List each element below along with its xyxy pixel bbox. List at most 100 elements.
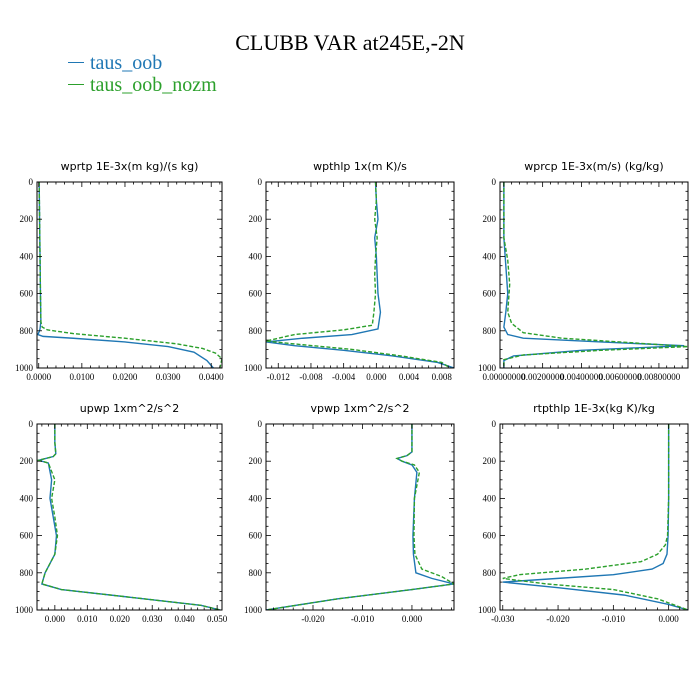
y-tick-label: 200 [20, 214, 34, 224]
subplot-title: upwp 1xm^2/s^2 [80, 402, 180, 415]
legend-label: taus_oob [90, 52, 163, 74]
x-tick-label: 0.020 [110, 614, 131, 624]
y-tick-label: 0 [492, 177, 497, 187]
y-tick-label: 200 [483, 456, 497, 466]
legend-line [68, 83, 84, 85]
legend-entry-taus-oob-nozm: taus_oob_nozm [68, 74, 217, 96]
series-line-taus-oob-nozm [266, 424, 454, 610]
series-line-taus-oob-nozm [38, 182, 222, 368]
y-tick-label: 800 [483, 326, 497, 336]
series-line-taus-oob-nozm [502, 424, 688, 610]
y-tick-label: 200 [249, 456, 263, 466]
subplot-title: wpthlp 1x(m K)/s [313, 160, 407, 173]
y-tick-label: 400 [249, 251, 263, 261]
series-line-taus-oob-nozm [37, 424, 221, 610]
y-tick-label: 600 [20, 531, 34, 541]
legend-line [68, 61, 84, 63]
y-tick-label: 1000 [478, 363, 497, 373]
subplot-title: rtpthlp 1E-3x(kg K)/kg [533, 402, 655, 415]
y-tick-label: 600 [249, 289, 263, 299]
legend-label: taus_oob_nozm [90, 74, 217, 96]
plot-frame [36, 181, 223, 369]
legend-entry-taus-oob: taus_oob [68, 52, 162, 74]
x-tick-label: 0.00200000 [521, 372, 564, 382]
plot-frame [265, 423, 455, 611]
x-tick-label: 0.000 [366, 372, 387, 382]
subplot-title: wprcp 1E-3x(m/s) (kg/kg) [524, 160, 663, 173]
x-tick-label: 0.050 [207, 614, 228, 624]
x-tick-label: -0.030 [491, 614, 515, 624]
x-tick-label: 0.0300 [156, 372, 181, 382]
x-tick-label: 0.008 [432, 372, 453, 382]
x-tick-label: 0.00800000 [638, 372, 681, 382]
x-tick-label: 0.000 [402, 614, 423, 624]
y-tick-label: 1000 [15, 605, 34, 615]
y-tick-label: 800 [249, 326, 263, 336]
series-line-taus-oob [266, 182, 454, 368]
y-tick-label: 1000 [244, 605, 263, 615]
y-tick-label: 600 [20, 289, 34, 299]
subplot-title: vpwp 1xm^2/s^2 [310, 402, 409, 415]
y-tick-label: 400 [20, 493, 34, 503]
x-tick-label: 0.000 [45, 614, 66, 624]
y-tick-label: 800 [249, 568, 263, 578]
y-tick-label: 1000 [15, 363, 34, 373]
x-tick-label: 0.010 [77, 614, 98, 624]
x-tick-label: -0.008 [299, 372, 323, 382]
x-tick-label: -0.010 [602, 614, 626, 624]
x-tick-label: 0.0000 [26, 372, 51, 382]
x-tick-label: -0.004 [332, 372, 356, 382]
y-tick-label: 200 [249, 214, 263, 224]
plot-frame [265, 181, 455, 369]
y-tick-label: 200 [483, 214, 497, 224]
y-tick-label: 1000 [244, 363, 263, 373]
series-line-taus-oob [266, 424, 454, 610]
x-tick-label: -0.010 [351, 614, 375, 624]
y-tick-label: 400 [483, 493, 497, 503]
subplot-title: wprtp 1E-3x(m kg)/(s kg) [61, 160, 199, 173]
x-tick-label: 0.00000000 [483, 372, 526, 382]
y-tick-label: 600 [483, 289, 497, 299]
y-tick-label: 400 [20, 251, 34, 261]
y-tick-label: 200 [20, 456, 34, 466]
x-tick-label: 0.00600000 [599, 372, 642, 382]
page-title: CLUBB VAR at245E,-2N [235, 30, 465, 55]
x-tick-label: 0.000 [659, 614, 680, 624]
y-tick-label: 400 [249, 493, 263, 503]
plot-frame [36, 423, 223, 611]
x-tick-label: 0.040 [175, 614, 196, 624]
x-tick-label: 0.00400000 [560, 372, 603, 382]
plot-frame [499, 423, 689, 611]
y-tick-label: 1000 [478, 605, 497, 615]
x-tick-label: -0.020 [546, 614, 570, 624]
y-tick-label: 600 [483, 531, 497, 541]
subplot-1: wprtp 1E-3x(m kg)/(s kg) 0 200 400 600 800 100… [15, 160, 224, 382]
x-tick-label: -0.012 [267, 372, 290, 382]
series-line-taus-oob [37, 182, 214, 368]
subplot-3: wprcp 1E-3x(m/s) (kg/kg) 0 200 400 600 800 100… [478, 160, 689, 382]
y-tick-label: 800 [483, 568, 497, 578]
subplot-6: rtpthlp 1E-3x(kg K)/kg02004006008001000-… [478, 402, 689, 624]
x-tick-label: 0.004 [399, 372, 420, 382]
series-line-taus-oob-nozm [503, 182, 688, 368]
y-tick-label: 0 [29, 419, 34, 429]
y-tick-label: 0 [258, 419, 263, 429]
y-tick-label: 600 [249, 531, 263, 541]
subplot-5: vpwp 1xm^2/s^2 0 200 400 600 800 1000 -0.020 -0.… [244, 402, 455, 624]
x-tick-label: -0.020 [301, 614, 325, 624]
y-tick-label: 0 [258, 177, 263, 187]
x-tick-label: 0.0100 [69, 372, 94, 382]
y-tick-label: 800 [20, 326, 34, 336]
x-tick-label: 0.030 [142, 614, 163, 624]
x-tick-label: 0.0400 [199, 372, 224, 382]
x-tick-label: 0.0200 [113, 372, 138, 382]
subplot-4: upwp 1xm^2/s^2 0 200 400 600 800 1000 0.000 0.01… [15, 402, 228, 624]
series-line-taus-oob-nozm [266, 182, 451, 368]
y-tick-label: 0 [492, 419, 497, 429]
y-tick-label: 800 [20, 568, 34, 578]
y-tick-label: 0 [29, 177, 34, 187]
subplot-2: wpthlp 1x(m K)/s02004006008001000-0.012-… [244, 160, 455, 382]
series-line-taus-oob [37, 424, 221, 610]
y-tick-label: 400 [483, 251, 497, 261]
